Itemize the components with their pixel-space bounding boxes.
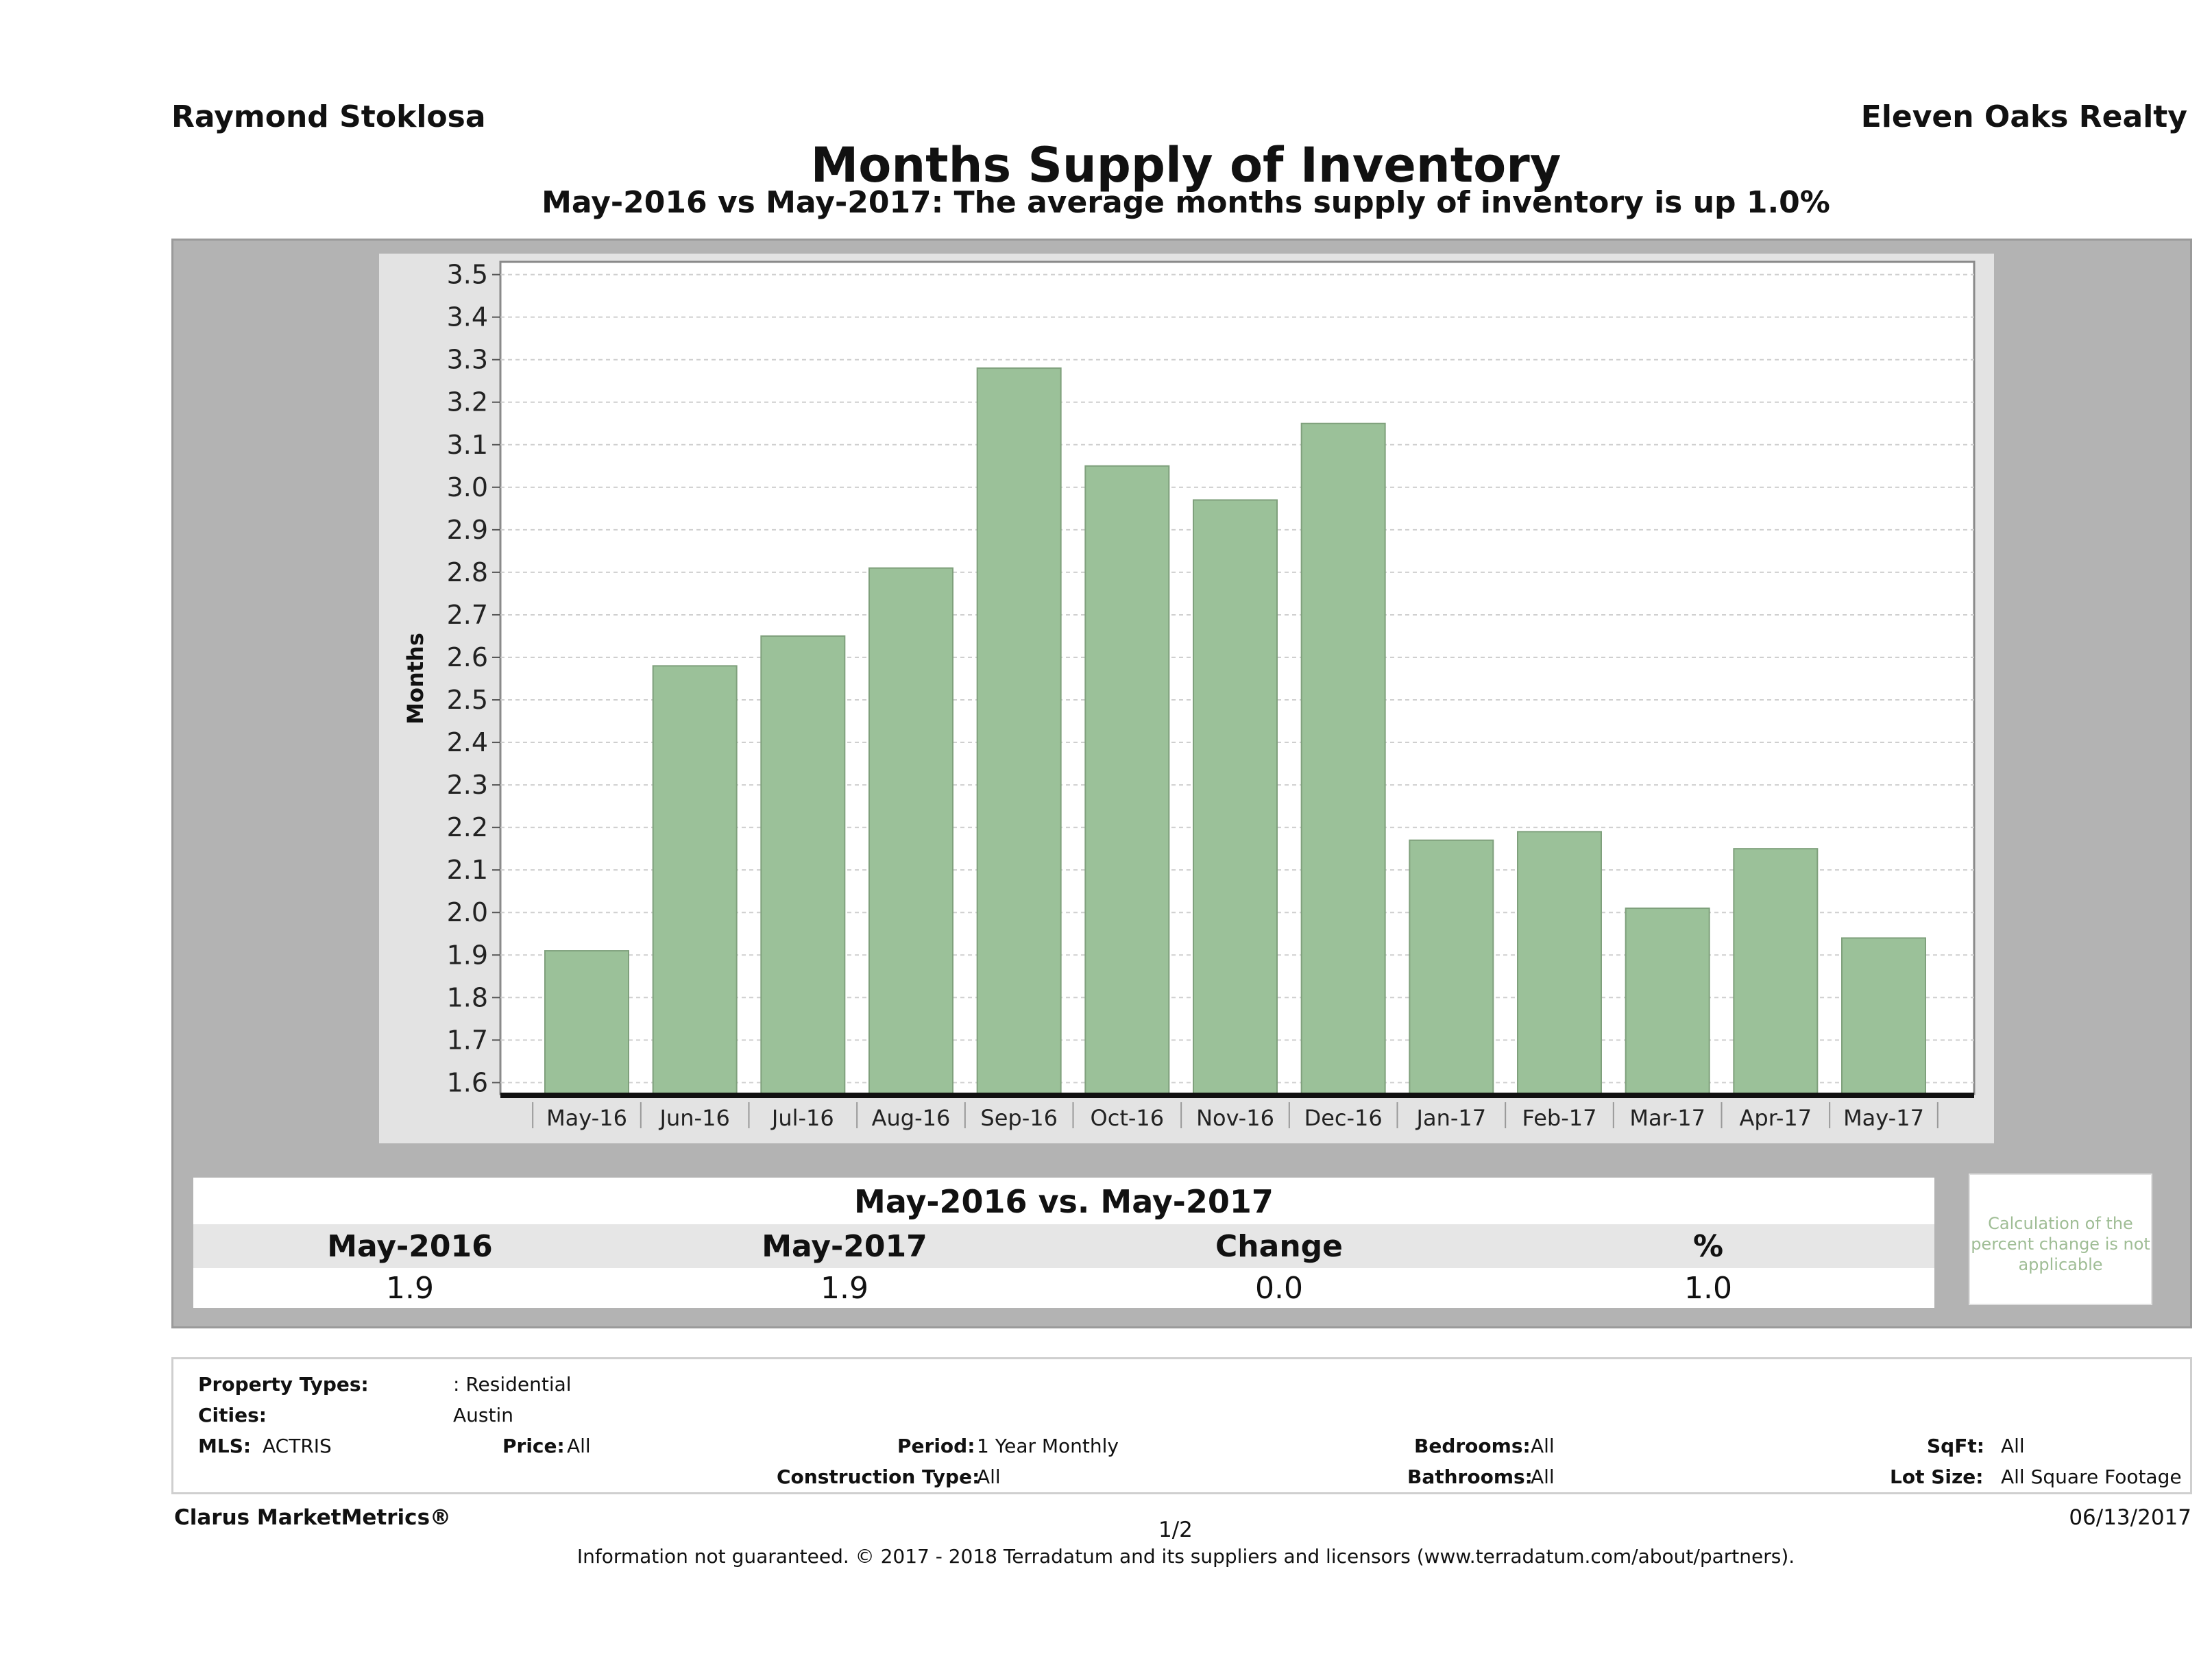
lot-size-label: Lot Size: xyxy=(1890,1466,1984,1488)
bar-dec-16 xyxy=(1300,422,1386,1096)
bar-oct-16 xyxy=(1084,465,1170,1097)
price-label: Price: xyxy=(502,1435,565,1457)
price-value: All xyxy=(567,1435,591,1457)
bar-apr-17 xyxy=(1733,848,1819,1096)
property-types-value: : Residential xyxy=(453,1373,572,1396)
x-axis-ticks: May-16 Jun-16 Jul-16 Aug-16 Sep-16 Oct-16 Nov-… xyxy=(532,1102,1938,1131)
brand-footer: Clarus MarketMetrics® xyxy=(174,1505,452,1530)
lot-size-value: All Square Footage xyxy=(2001,1466,2182,1488)
header-may-2016: May-2016 xyxy=(327,1229,493,1264)
y-tick-label: 2.7 xyxy=(447,600,488,630)
y-tick-label: 2.5 xyxy=(447,685,488,715)
bedrooms-value: All xyxy=(1531,1435,1555,1457)
agent-name: Raymond Stoklosa xyxy=(171,99,486,134)
header-may-2017: May-2017 xyxy=(762,1229,927,1264)
percent-change-note: Calculation of the percent change is not… xyxy=(1969,1174,2152,1305)
y-tick-label: 1.6 xyxy=(447,1067,488,1097)
bar-feb-17 xyxy=(1517,831,1602,1096)
bar-mar-17 xyxy=(1625,908,1710,1096)
bathrooms-label: Bathrooms: xyxy=(1407,1466,1533,1488)
x-tick-label: Aug-16 xyxy=(872,1105,951,1131)
x-tick-label: Sep-16 xyxy=(980,1105,1058,1131)
value-percent: 1.0 xyxy=(1684,1271,1732,1306)
y-tick-label: 2.6 xyxy=(447,642,488,672)
x-tick-label: Feb-17 xyxy=(1522,1105,1597,1131)
bar-jan-17 xyxy=(1409,839,1494,1097)
y-axis-label: Months xyxy=(402,633,428,725)
bar-nov-16 xyxy=(1193,499,1278,1096)
header-percent: % xyxy=(1692,1229,1724,1264)
y-tick-label: 3.2 xyxy=(447,387,488,417)
header-change: Change xyxy=(1215,1229,1343,1264)
y-tick-label: 2.9 xyxy=(447,515,488,545)
x-tick-label: Oct-16 xyxy=(1091,1105,1165,1131)
y-tick-label: 2.2 xyxy=(447,812,488,842)
y-tick-label: 3.4 xyxy=(447,302,488,332)
x-tick-label: May-17 xyxy=(1843,1105,1924,1131)
value-may-2016: 1.9 xyxy=(386,1271,434,1306)
bar-may-16 xyxy=(544,950,629,1096)
bar-may-17 xyxy=(1841,937,1926,1096)
sqft-label: SqFt: xyxy=(1927,1435,1984,1457)
filter-criteria: Property Types: : Residential Cities: Au… xyxy=(171,1357,2192,1494)
bar-aug-16 xyxy=(868,567,953,1097)
x-tick-label: Jun-16 xyxy=(659,1105,730,1131)
construction-type-value: All xyxy=(977,1466,1001,1488)
period-value: 1 Year Monthly xyxy=(977,1435,1119,1457)
value-change: 0.0 xyxy=(1255,1271,1303,1306)
y-tick-label: 3.0 xyxy=(447,472,488,502)
bar-sep-16 xyxy=(976,367,1062,1096)
y-tick-label: 2.8 xyxy=(447,557,488,587)
mls-value: ACTRIS xyxy=(263,1435,332,1457)
comparison-table: May-2016 vs. May-2017 May-2016 May-2017 … xyxy=(193,1178,1934,1308)
sqft-value: All xyxy=(2001,1435,2025,1457)
property-types-label: Property Types: xyxy=(198,1373,369,1396)
y-tick-label: 2.3 xyxy=(447,770,488,800)
comparison-value-row: 1.9 1.9 0.0 1.0 xyxy=(193,1268,1934,1308)
company-name: Eleven Oaks Realty xyxy=(1860,99,2187,134)
y-tick-label: 3.5 xyxy=(447,260,488,290)
x-tick-label: Jul-16 xyxy=(770,1105,834,1131)
chart-subtitle: May-2016 vs May-2017: The average months… xyxy=(542,185,1830,220)
mls-label: MLS: xyxy=(198,1435,252,1457)
bar-jun-16 xyxy=(652,665,738,1096)
x-tick-label: Dec-16 xyxy=(1304,1105,1383,1131)
cities-label: Cities: xyxy=(198,1404,267,1426)
disclaimer: Information not guaranteed. © 2017 - 201… xyxy=(576,1545,1795,1568)
chart-title: Months Supply of Inventory xyxy=(810,137,1561,193)
y-tick-label: 1.9 xyxy=(447,940,488,970)
y-tick-label: 1.8 xyxy=(447,982,488,1012)
y-tick-label: 3.1 xyxy=(447,430,488,460)
y-tick-label: 2.0 xyxy=(447,897,488,927)
y-tick-label: 3.3 xyxy=(447,345,488,375)
comparison-title: May-2016 vs. May-2017 xyxy=(193,1178,1934,1224)
page-number: 1/2 xyxy=(1158,1518,1193,1542)
bars xyxy=(544,367,1926,1097)
value-may-2017: 1.9 xyxy=(821,1271,868,1306)
y-tick-label: 2.4 xyxy=(447,727,488,757)
bar-jul-16 xyxy=(760,635,846,1096)
comparison-header-row: May-2016 May-2017 Change % xyxy=(193,1224,1934,1268)
cities-value: Austin xyxy=(453,1404,513,1426)
bedrooms-label: Bedrooms: xyxy=(1414,1435,1531,1457)
x-tick-label: Mar-17 xyxy=(1629,1105,1705,1131)
y-tick-label: 1.7 xyxy=(447,1025,488,1055)
bathrooms-value: All xyxy=(1531,1466,1555,1488)
y-tick-label: 2.1 xyxy=(447,855,488,885)
x-tick-label: May-16 xyxy=(546,1105,627,1131)
construction-type-label: Construction Type: xyxy=(777,1466,980,1488)
period-label: Period: xyxy=(897,1435,975,1457)
x-tick-label: Jan-17 xyxy=(1415,1105,1487,1131)
x-tick-label: Apr-17 xyxy=(1740,1105,1812,1131)
y-axis-ticks: 1.6 1.7 1.8 1.9 2.0 2.1 2.2 2.3 2.4 2.5 2.6 2.7 2.8 2… xyxy=(447,260,500,1097)
report-date: 06/13/2017 xyxy=(2069,1505,2191,1530)
x-tick-label: Nov-16 xyxy=(1196,1105,1274,1131)
bar-chart: 1.6 1.7 1.8 1.9 2.0 2.1 2.2 2.3 2.4 2.5 2.6 2.7 2.8 2… xyxy=(402,260,1976,1131)
